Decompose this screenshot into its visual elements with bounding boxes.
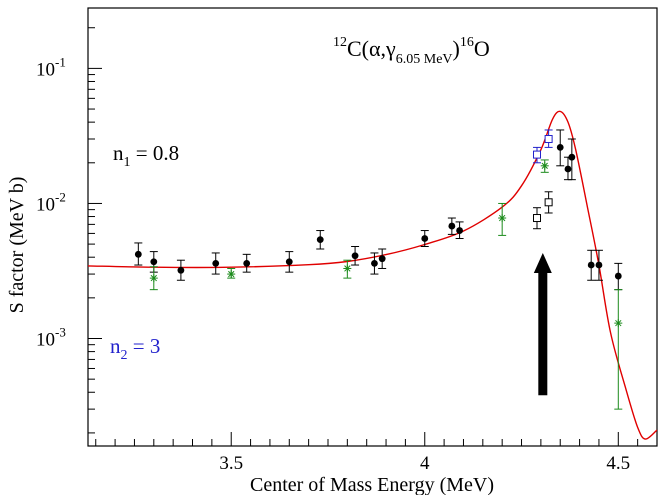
- circle-marker: [177, 266, 185, 274]
- reaction-product: O: [474, 36, 490, 61]
- plot-border: [87, 7, 658, 447]
- data-point-circle: [285, 251, 294, 273]
- square-marker: [544, 198, 553, 207]
- data-point-circle: [614, 262, 623, 291]
- circle-marker: [243, 259, 251, 267]
- data-points-layer: [134, 129, 623, 410]
- y-tick-base: 10: [36, 59, 55, 80]
- circle-marker: [212, 259, 220, 267]
- reaction-title: 12C(α,γ6.05 MeV)16O: [333, 35, 490, 67]
- circle-marker: [351, 252, 359, 260]
- n2-rest: = 3: [128, 334, 161, 358]
- data-point-circle: [563, 156, 572, 181]
- data-point-circle: [370, 252, 379, 275]
- n1-annotation: n1 = 0.8: [113, 141, 179, 170]
- n2-annotation: n2 = 3: [110, 334, 160, 363]
- square-marker: [544, 135, 553, 144]
- reaction-body: C(α,γ: [347, 36, 396, 61]
- x-tick-labels: 3.5 4 4.5: [219, 453, 630, 474]
- circle-marker: [371, 259, 378, 267]
- data-point-circle: [567, 138, 576, 181]
- reaction-product-sup: 16: [460, 35, 474, 50]
- circle-marker: [595, 261, 603, 269]
- data-point-circle: [134, 242, 143, 266]
- n1-sub: 1: [124, 155, 131, 170]
- n2-sub: 2: [121, 348, 128, 363]
- data-point-square-open: [544, 129, 553, 148]
- data-point-circle: [455, 221, 464, 240]
- star-stroke: [344, 265, 351, 272]
- x-tick-label: 3.5: [219, 453, 243, 474]
- axis-ticks: [88, 27, 658, 446]
- data-point-circle: [447, 217, 456, 235]
- arrow-shaft: [538, 270, 548, 396]
- square-marker: [533, 150, 542, 159]
- data-point-circle: [594, 249, 603, 281]
- data-point-star: [343, 259, 352, 279]
- circle-marker: [564, 165, 572, 173]
- data-point-circle: [378, 248, 387, 269]
- y-tick-base: 10: [36, 330, 55, 351]
- circle-marker: [316, 236, 324, 243]
- data-point-square-open: [544, 191, 553, 214]
- circle-marker: [587, 261, 595, 269]
- square-marker: [533, 214, 542, 223]
- circle-marker: [568, 153, 576, 161]
- circle-marker: [150, 258, 158, 266]
- y-tick-exponent: -1: [55, 54, 66, 69]
- circle-marker: [614, 272, 622, 280]
- y-tick-label: 10-3: [36, 325, 66, 351]
- data-point-circle: [316, 230, 325, 250]
- arrow-layer: [533, 252, 552, 396]
- reaction-prefix-sup: 12: [333, 35, 347, 50]
- circle-marker: [134, 250, 142, 258]
- circle-marker: [421, 235, 429, 242]
- circle-marker: [556, 144, 564, 151]
- circle-marker: [285, 258, 293, 266]
- data-point-circle: [242, 253, 251, 273]
- x-axis-label: Center of Mass Energy (MeV): [250, 474, 494, 495]
- data-point-circle: [211, 252, 220, 275]
- arrow-head: [533, 252, 552, 273]
- data-point-star: [614, 289, 623, 410]
- y-tick-exponent: -3: [55, 325, 66, 340]
- star-stroke: [541, 162, 548, 169]
- n1-rest: = 0.8: [131, 141, 180, 165]
- data-point-square-open: [533, 207, 542, 230]
- y-tick-base: 10: [36, 194, 55, 215]
- data-point-square-open: [533, 146, 542, 164]
- data-point-star: [540, 159, 549, 173]
- y-tick-label: 10-2: [36, 189, 66, 215]
- data-point-circle: [176, 259, 185, 281]
- star-stroke: [498, 214, 506, 222]
- star-stroke: [228, 270, 235, 278]
- x-tick-label: 4.5: [606, 453, 630, 474]
- data-point-star: [227, 267, 236, 279]
- star-stroke: [150, 274, 157, 282]
- n1-base: n: [113, 141, 124, 165]
- data-point-circle: [587, 249, 596, 281]
- n2-base: n: [110, 334, 121, 358]
- circle-marker: [456, 227, 463, 234]
- y-tick-label: 10-1: [36, 54, 66, 80]
- data-point-circle: [351, 246, 360, 266]
- circle-marker: [378, 255, 386, 263]
- reaction-sub: 6.05 MeV: [396, 52, 453, 67]
- y-tick-labels: 10-310-210-1: [36, 54, 66, 350]
- data-point-star: [149, 266, 158, 291]
- y-axis-label: S factor (MeV b): [6, 177, 28, 314]
- circle-marker: [448, 222, 456, 230]
- data-point-star: [498, 202, 507, 236]
- reaction-close: ): [453, 36, 460, 61]
- data-point-circle: [556, 129, 565, 167]
- x-tick-label: 4: [420, 453, 430, 474]
- y-tick-exponent: -2: [55, 189, 66, 204]
- star-stroke: [615, 319, 622, 327]
- plot-frame: [87, 7, 658, 447]
- data-point-circle: [420, 230, 429, 248]
